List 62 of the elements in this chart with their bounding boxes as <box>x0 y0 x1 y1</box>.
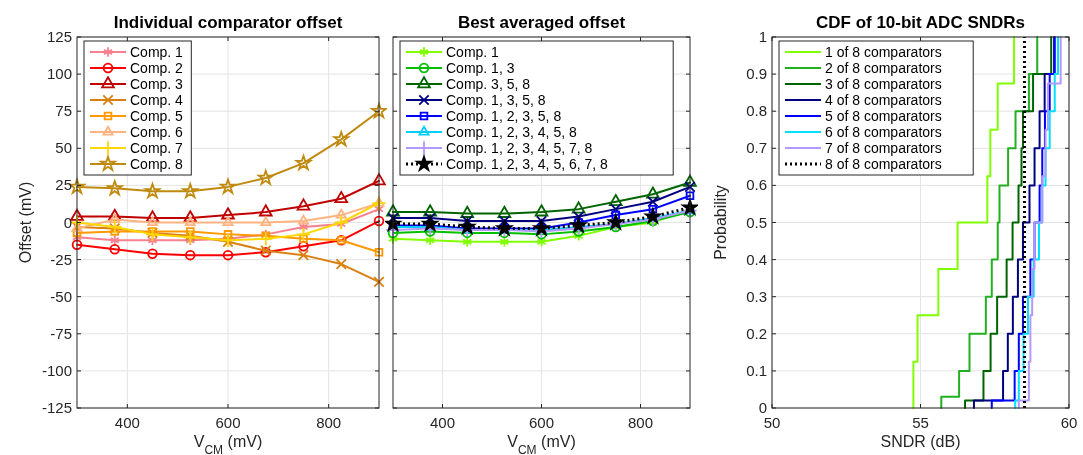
y-tick-label: -100 <box>41 361 72 379</box>
x-tick-label: 800 <box>316 414 342 431</box>
y-tick-label: -75 <box>50 324 72 342</box>
legend-label: Comp. 3, 5, 8 <box>446 76 531 92</box>
chart-title: CDF of 10-bit ADC SNDRs <box>815 13 1026 32</box>
y-tick-label: 0.8 <box>746 102 767 120</box>
x-tick-label: 60 <box>1060 414 1078 431</box>
y-tick-label: 0.4 <box>746 250 767 268</box>
chart-title: Individual comparator offset <box>113 13 343 32</box>
legend-label: 2 of 8 comparators <box>825 60 942 76</box>
legend-label: Comp. 1, 2, 3, 4, 5, 6, 7, 8 <box>446 156 609 172</box>
y-tick-label: 0 <box>758 399 767 416</box>
y-tick-label: 25 <box>55 176 72 194</box>
legend-label: Comp. 1, 2, 3, 4, 5, 7, 8 <box>446 140 593 156</box>
y-tick-label: 0 <box>63 213 72 231</box>
legend-label: Comp. 3 <box>130 76 184 92</box>
legend-label: 4 of 8 comparators <box>825 92 942 108</box>
x-tick-label: 600 <box>528 414 555 431</box>
y-tick-label: -25 <box>50 250 72 268</box>
legend-label: Comp. 1, 2, 3, 5, 8 <box>446 108 562 124</box>
y-tick-label: 0.1 <box>746 361 767 379</box>
legend-label: 5 of 8 comparators <box>825 108 942 124</box>
x-tick-label: 400 <box>114 414 140 431</box>
y-tick-label: 0.3 <box>746 287 767 305</box>
chart-title: Best averaged offset <box>457 13 626 32</box>
y-tick-label: 0.5 <box>746 213 767 231</box>
legend-label: Comp. 2 <box>130 60 184 76</box>
legend-label: Comp. 4 <box>130 92 184 108</box>
x-axis-title: SNDR (dB) <box>880 433 961 450</box>
y-tick-label: -125 <box>41 399 72 416</box>
legend-label: Comp. 7 <box>130 140 184 156</box>
y-tick-label: 0.7 <box>746 139 767 157</box>
y-tick-label: -50 <box>50 287 72 305</box>
legend-label: Comp. 1 <box>446 44 500 60</box>
y-axis-title: Probability <box>712 185 729 260</box>
y-tick-label: 50 <box>55 139 72 157</box>
legend-label: 3 of 8 comparators <box>825 76 942 92</box>
y-axis-title: Offset (mV) <box>17 181 34 264</box>
x-tick-label: 600 <box>215 414 241 431</box>
legend-label: Comp. 6 <box>130 124 184 140</box>
x-tick-label: 800 <box>627 414 654 431</box>
y-tick-label: 0.2 <box>746 324 767 342</box>
legend-label: 8 of 8 comparators <box>825 156 942 172</box>
y-tick-label: 0.6 <box>746 176 767 194</box>
x-axis-title: V$_{CM}$ (mV) <box>507 433 576 455</box>
legend-label: Comp. 1, 3 <box>446 60 515 76</box>
legend-label: 1 of 8 comparators <box>825 44 942 60</box>
legend-label: Comp. 1, 3, 5, 8 <box>446 92 546 108</box>
y-tick-label: 75 <box>55 102 72 120</box>
y-tick-label: 1 <box>758 28 767 45</box>
y-tick-label: 0.9 <box>746 65 767 83</box>
y-tick-label: 100 <box>46 65 72 83</box>
legend-label: Comp. 1 <box>130 44 184 60</box>
legend-label: 7 of 8 comparators <box>825 140 942 156</box>
x-tick-label: 55 <box>912 414 929 431</box>
y-tick-label: 125 <box>46 28 72 45</box>
x-axis-title: V$_{CM}$ (mV) <box>193 433 263 455</box>
legend-label: Comp. 1, 2, 3, 4, 5, 8 <box>446 124 577 140</box>
legend-label: Comp. 8 <box>130 156 184 172</box>
legend-label: 6 of 8 comparators <box>825 124 942 140</box>
x-tick-label: 400 <box>429 414 456 431</box>
legend-label: Comp. 5 <box>130 108 184 124</box>
